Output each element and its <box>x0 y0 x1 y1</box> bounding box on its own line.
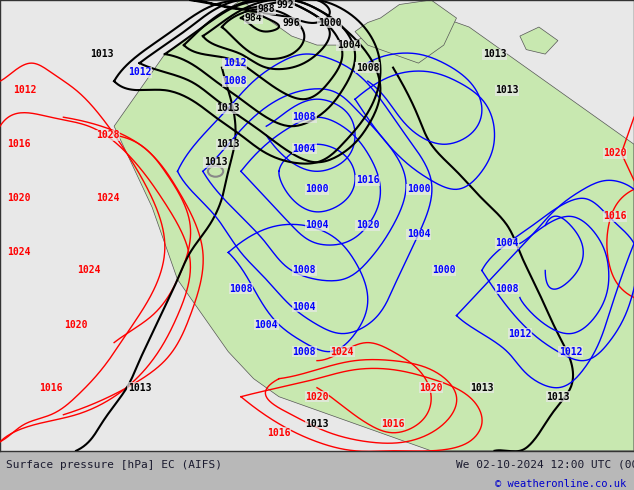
Text: 1013: 1013 <box>216 103 240 113</box>
Text: 1012: 1012 <box>127 67 152 77</box>
Text: 1016: 1016 <box>7 139 31 149</box>
Text: 1016: 1016 <box>267 428 291 438</box>
Text: 1000: 1000 <box>406 184 430 195</box>
Text: 1020: 1020 <box>7 194 31 203</box>
Text: 1013: 1013 <box>470 383 494 392</box>
Text: 1013: 1013 <box>482 49 507 59</box>
Text: 988: 988 <box>257 4 275 14</box>
Text: 1008: 1008 <box>495 284 519 294</box>
Text: 1004: 1004 <box>337 40 361 50</box>
Text: 1012: 1012 <box>13 85 37 95</box>
Text: 992: 992 <box>276 0 294 9</box>
Text: 1020: 1020 <box>356 220 380 230</box>
Polygon shape <box>520 27 558 54</box>
Text: 1016: 1016 <box>39 383 63 392</box>
Text: 1004: 1004 <box>305 220 329 230</box>
Text: 1012: 1012 <box>508 329 532 339</box>
Text: 1013: 1013 <box>216 139 240 149</box>
Text: 1020: 1020 <box>305 392 329 402</box>
Text: 1004: 1004 <box>292 301 316 312</box>
Text: 1013: 1013 <box>127 383 152 392</box>
Text: 1000: 1000 <box>318 18 342 27</box>
Text: 1024: 1024 <box>96 194 120 203</box>
Text: 1000: 1000 <box>305 184 329 195</box>
Text: 1012: 1012 <box>559 346 583 357</box>
Text: 1000: 1000 <box>432 266 456 275</box>
Polygon shape <box>114 0 634 451</box>
Text: 1024: 1024 <box>7 247 31 257</box>
Text: 1020: 1020 <box>603 148 627 158</box>
Text: 1008: 1008 <box>356 63 380 73</box>
Text: 1016: 1016 <box>381 419 405 429</box>
Text: 1008: 1008 <box>229 284 253 294</box>
Text: 1004: 1004 <box>406 229 430 240</box>
Text: 1016: 1016 <box>356 175 380 185</box>
Text: 1012: 1012 <box>223 58 247 68</box>
Text: We 02-10-2024 12:00 UTC (00+204): We 02-10-2024 12:00 UTC (00+204) <box>456 460 634 469</box>
Text: 1024: 1024 <box>330 346 354 357</box>
Text: 1013: 1013 <box>305 419 329 429</box>
Text: 1008: 1008 <box>292 112 316 122</box>
Text: 1013: 1013 <box>204 157 228 167</box>
Text: 1004: 1004 <box>292 144 316 154</box>
Text: 1008: 1008 <box>292 346 316 357</box>
Polygon shape <box>355 0 456 63</box>
Text: © weatheronline.co.uk: © weatheronline.co.uk <box>495 479 626 489</box>
Text: 1020: 1020 <box>64 319 88 330</box>
Text: 984: 984 <box>245 13 262 23</box>
Text: 1004: 1004 <box>254 319 278 330</box>
Text: 996: 996 <box>283 18 301 27</box>
Text: 1028: 1028 <box>96 130 120 140</box>
Text: 1016: 1016 <box>603 211 627 221</box>
Text: 1013: 1013 <box>495 85 519 95</box>
Text: 1008: 1008 <box>292 266 316 275</box>
Text: 1020: 1020 <box>419 383 443 392</box>
Text: 1013: 1013 <box>546 392 570 402</box>
Text: 1008: 1008 <box>223 76 247 86</box>
Text: 1024: 1024 <box>77 266 101 275</box>
Text: 1013: 1013 <box>89 49 113 59</box>
Text: Surface pressure [hPa] EC (AIFS): Surface pressure [hPa] EC (AIFS) <box>6 460 223 469</box>
Text: 1004: 1004 <box>495 239 519 248</box>
